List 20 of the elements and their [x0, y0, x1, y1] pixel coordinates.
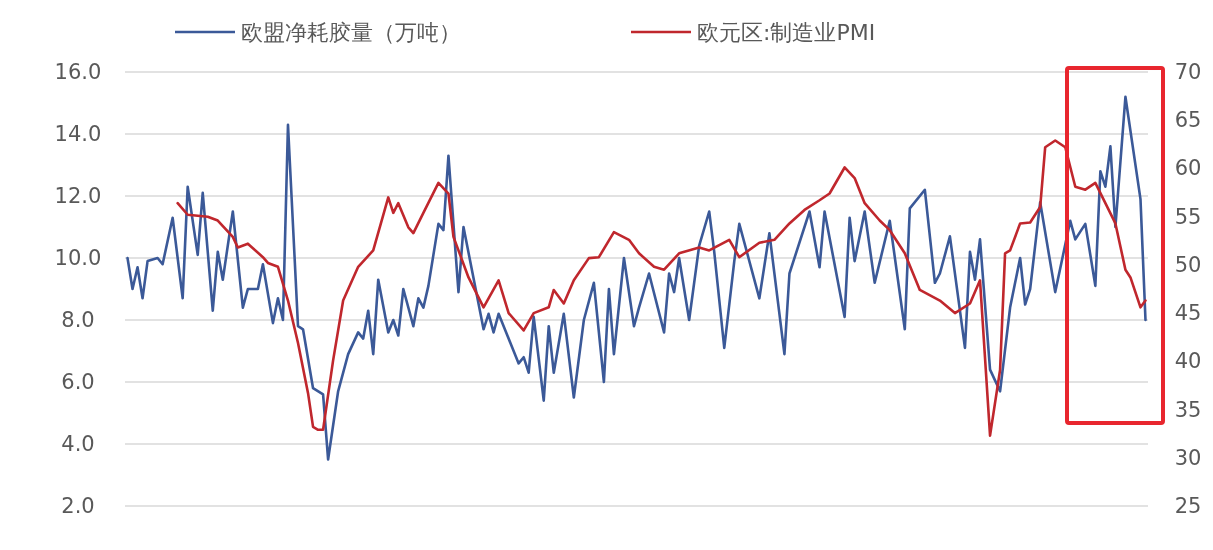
- legend-label: 欧盟净耗胶量（万吨）: [241, 19, 461, 45]
- y2-tick-label: 60: [1174, 156, 1202, 181]
- y-tick-label: 4.0: [61, 432, 95, 456]
- y2-tick-label: 65: [1174, 108, 1202, 133]
- y2-tick-label: 50: [1174, 252, 1202, 277]
- y-tick-label: 10.0: [54, 246, 102, 270]
- y2-tick-label: 55: [1174, 204, 1202, 229]
- legend-label: 欧元区:制造业PMI: [697, 19, 876, 45]
- y-tick-label: 16.0: [54, 60, 102, 84]
- y-tick-label: 6.0: [61, 370, 95, 394]
- y-tick-label: 14.0: [54, 122, 102, 146]
- y2-tick-label: 70: [1174, 60, 1202, 84]
- y-tick-label: 2.0: [61, 494, 95, 518]
- y2-tick-label: 45: [1174, 301, 1202, 326]
- y2-tick-label: 25: [1174, 494, 1202, 518]
- y2-tick-label: 40: [1174, 349, 1202, 374]
- y-tick-label: 8.0: [61, 308, 95, 332]
- y2-tick-label: 35: [1174, 397, 1202, 422]
- y-tick-label: 12.0: [54, 184, 102, 208]
- y2-tick-label: 30: [1174, 445, 1202, 470]
